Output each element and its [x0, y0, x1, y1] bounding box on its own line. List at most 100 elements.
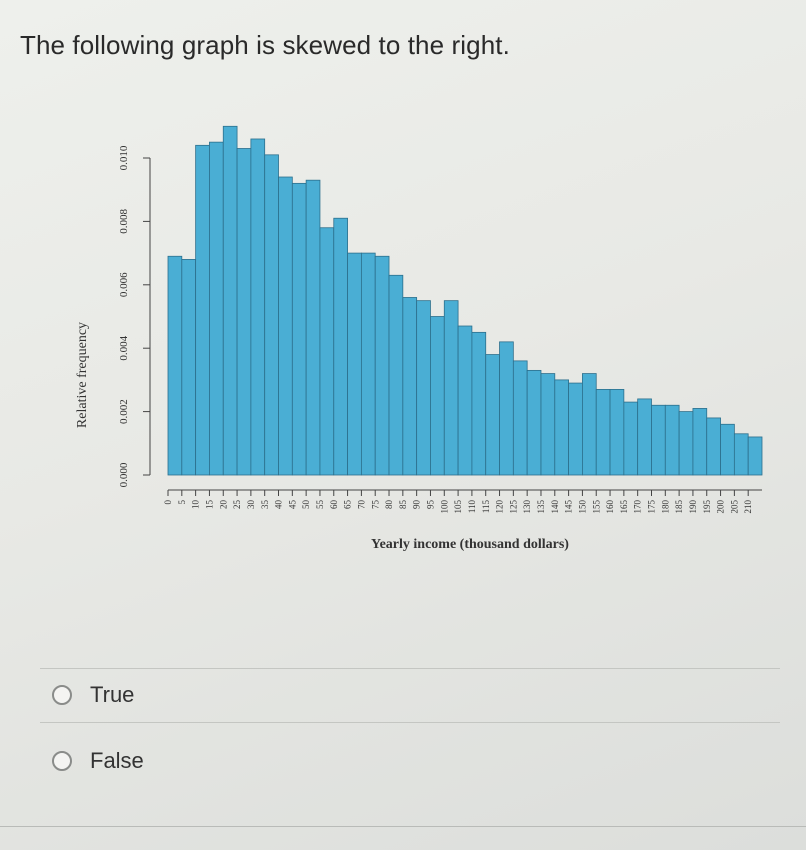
histogram-bar	[360, 252, 376, 476]
histogram-chart: 0.000 0.002 0.004 0.006 0.008 0.010 0 5 10 15 20 2…	[0, 70, 806, 600]
x-tick-label: 80	[384, 500, 394, 510]
radio-true[interactable]	[52, 685, 72, 705]
y-tick-label: 0.008	[118, 209, 130, 234]
x-tick-label: 190	[688, 500, 698, 514]
x-tick-label: 160	[605, 500, 615, 514]
histogram-bar	[374, 255, 390, 476]
x-axis: 0 5 10 15 20 25 30 35 40 45 50 55 60 65 70 75 80 85 90 95 10…	[163, 489, 762, 514]
histogram-bar	[471, 331, 487, 476]
x-tick-label: 35	[260, 500, 270, 510]
y-tick-label: 0.002	[118, 399, 130, 424]
histogram-bar	[443, 300, 459, 476]
histogram-bar	[319, 227, 335, 476]
x-tick-label: 30	[246, 500, 256, 510]
x-axis-label: Yearly income (thousand dollars)	[371, 537, 569, 552]
x-tick-label: 175	[647, 500, 657, 514]
histogram-bar	[485, 354, 500, 476]
y-tick-label: 0.006	[118, 272, 130, 297]
x-tick-label: 110	[467, 500, 477, 514]
bars-group	[167, 125, 763, 476]
x-tick-label: 145	[564, 500, 574, 514]
x-tick-label: 125	[508, 500, 518, 514]
x-tick-label: 85	[398, 500, 408, 510]
x-tick-label: 75	[370, 500, 380, 510]
histogram-bar	[167, 255, 183, 476]
histogram-bar	[264, 154, 279, 476]
x-tick-label: 50	[301, 500, 311, 510]
x-tick-label: 45	[287, 500, 297, 510]
histogram-bar	[430, 316, 445, 476]
histogram-bar	[250, 138, 266, 476]
histogram-bar	[637, 398, 652, 476]
histogram-bar	[457, 325, 473, 476]
histogram-bar	[388, 274, 404, 476]
x-tick-label: 70	[356, 500, 366, 510]
y-tick-label: 0.000	[118, 462, 130, 487]
histogram-bar	[222, 125, 238, 476]
x-tick-label: 205	[729, 500, 739, 514]
histogram-bar	[333, 217, 348, 476]
y-axis-label: Relative frequency	[75, 322, 90, 428]
divider-middle	[40, 722, 780, 723]
histogram-bar	[568, 382, 583, 476]
x-tick-label: 100	[439, 500, 449, 514]
x-tick-label: 130	[522, 500, 532, 514]
histogram-bar	[347, 252, 362, 476]
histogram-svg: 0.000 0.002 0.004 0.006 0.008 0.010 0 5 10 15 20 2…	[75, 125, 763, 552]
x-tick-label: 40	[274, 500, 284, 510]
histogram-bar	[678, 411, 694, 476]
y-tick-label: 0.010	[118, 145, 130, 170]
histogram-bar	[692, 408, 708, 476]
y-tick-label: 0.004	[118, 335, 130, 360]
histogram-bar	[595, 389, 611, 476]
x-tick-label: 115	[481, 500, 491, 514]
x-tick-label: 170	[633, 500, 643, 514]
histogram-bar	[706, 417, 721, 476]
histogram-bar	[416, 300, 431, 476]
divider-bottom	[0, 826, 806, 827]
option-true[interactable]: True	[52, 682, 134, 708]
x-tick-label: 180	[660, 500, 670, 514]
histogram-bar	[195, 144, 210, 476]
histogram-bar	[278, 176, 293, 476]
histogram-bar	[181, 259, 197, 476]
histogram-bar	[747, 436, 763, 476]
option-true-label: True	[90, 682, 135, 707]
x-tick-label: 25	[232, 500, 242, 510]
histogram-bar	[609, 389, 625, 476]
histogram-bar	[512, 360, 528, 476]
x-tick-label: 105	[453, 500, 463, 514]
radio-false[interactable]	[52, 751, 72, 771]
x-tick-label: 185	[674, 500, 684, 514]
option-false[interactable]: False	[52, 748, 144, 774]
x-tick-label: 200	[716, 500, 726, 514]
histogram-bar	[402, 297, 418, 476]
x-tick-label: 140	[550, 500, 560, 514]
histogram-bar	[623, 401, 639, 476]
histogram-bar	[582, 373, 597, 476]
x-tick-label: 10	[191, 500, 201, 510]
x-tick-label: 60	[329, 500, 339, 510]
divider-top	[40, 668, 780, 669]
histogram-bar	[720, 423, 735, 476]
question-text: The following graph is skewed to the rig…	[20, 30, 510, 60]
x-tick-label: 20	[218, 500, 228, 510]
x-tick-label: 5	[177, 500, 187, 505]
histogram-bar	[651, 404, 666, 476]
histogram-bar	[733, 433, 749, 476]
histogram-bar	[291, 182, 307, 476]
histogram-bar	[305, 179, 321, 476]
histogram-bar	[209, 141, 224, 476]
histogram-bar	[540, 373, 556, 476]
y-axis: 0.000 0.002 0.004 0.006 0.008 0.010	[118, 145, 151, 487]
histogram-bar	[526, 369, 542, 476]
x-tick-label: 0	[163, 500, 173, 505]
x-tick-label: 90	[412, 500, 422, 510]
x-tick-label: 55	[315, 500, 325, 510]
x-tick-label: 95	[426, 500, 436, 510]
histogram-bar	[554, 379, 569, 476]
histogram-bar	[664, 404, 680, 476]
x-tick-label: 135	[536, 500, 546, 514]
option-false-label: False	[90, 748, 144, 773]
